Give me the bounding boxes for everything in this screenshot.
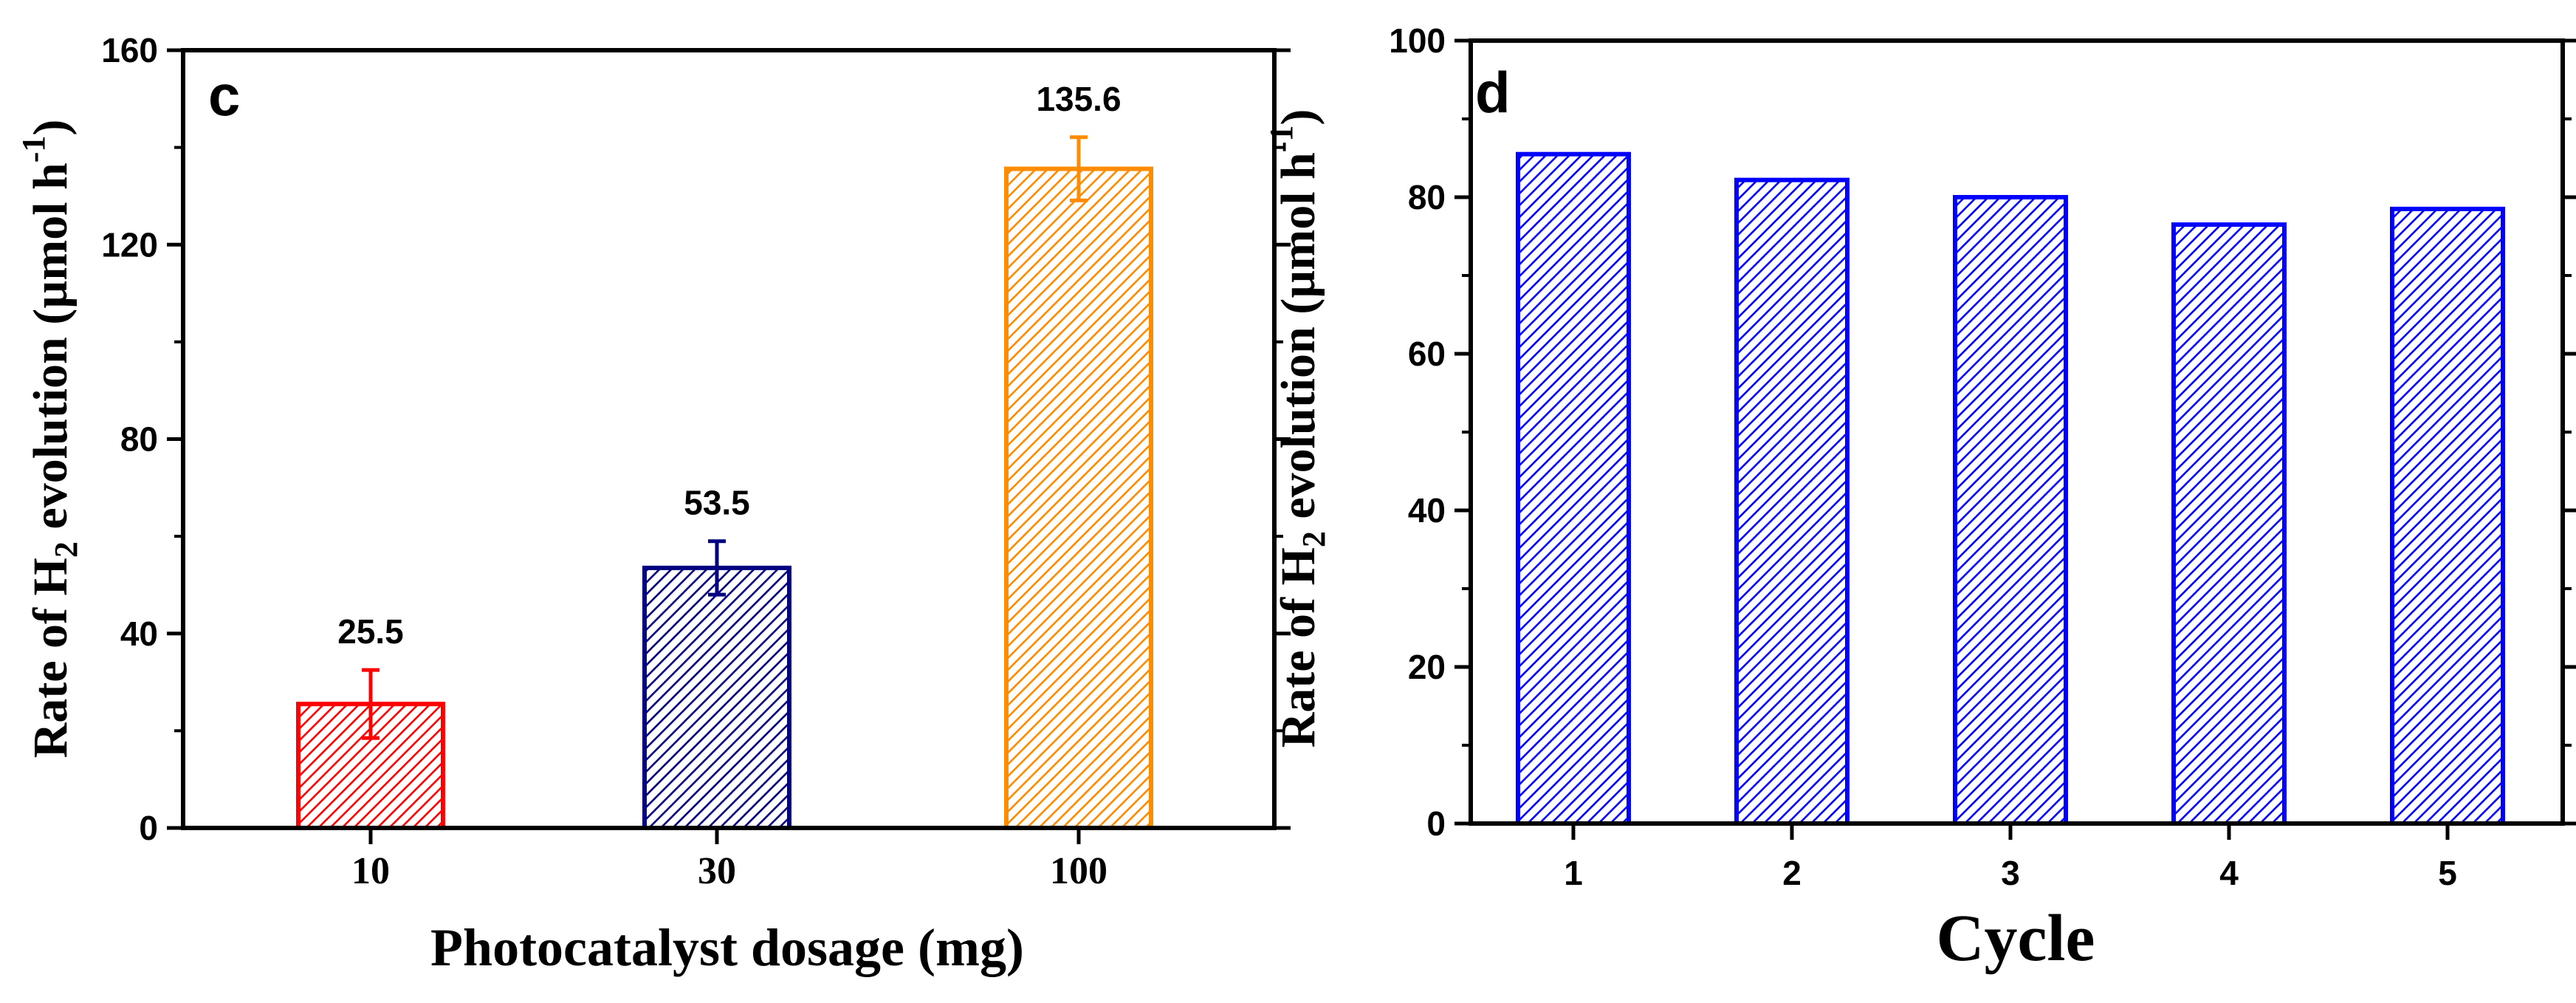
bar-d-3 [1953, 195, 2068, 826]
y-axis-title-d-rest: evolution (µmol h [1271, 152, 1325, 531]
panel-label-c: c [208, 63, 240, 128]
y-tick-label-d-20: 20 [1408, 648, 1446, 686]
error-bar-c-100 [1070, 135, 1088, 202]
y-axis-ticks-d: 0 20 40 60 80 100 [1389, 21, 2576, 843]
x-tick-label-d-4: 4 [2219, 854, 2239, 892]
y-tick-label-c-0: 0 [139, 809, 158, 847]
x-tick-label-c-10: 10 [351, 850, 390, 892]
y-axis-ticks-c: 0 40 80 120 160 [101, 31, 1291, 847]
x-tick-label-d-5: 5 [2438, 854, 2457, 892]
x-tick-label-d-1: 1 [1564, 854, 1583, 892]
error-bar-c-30 [708, 539, 726, 597]
chart-panel-c: 25.5 53.5 135.6 0 40 80 120 160 10 30 100 c Phot… [16, 31, 1291, 977]
x-tick-label-c-30: 30 [698, 850, 736, 892]
x-tick-label-c-100: 100 [1050, 850, 1107, 892]
y-axis-title-c-sub: 2 [48, 541, 84, 558]
y-tick-label-d-100: 100 [1389, 21, 1446, 60]
bar-d-4 [2171, 222, 2287, 826]
y-tick-label-c-40: 40 [120, 615, 158, 653]
data-label-c-100: 135.6 [1036, 80, 1121, 118]
panel-label-d: d [1475, 60, 1511, 125]
bar-c-30 [642, 565, 791, 830]
error-bar-c-10 [362, 668, 379, 740]
x-axis-ticks-c: 10 30 100 [351, 828, 1107, 892]
data-label-c-30: 53.5 [684, 484, 750, 522]
bar-series-d [1516, 151, 2505, 826]
y-tick-label-c-120: 120 [101, 225, 158, 264]
bar-d-5 [2390, 206, 2505, 826]
bar-d-1 [1516, 151, 1631, 826]
y-axis-title-c-rest: evolution (µmol h [24, 162, 78, 541]
y-tick-label-d-80: 80 [1408, 178, 1446, 216]
y-tick-label-d-60: 60 [1408, 335, 1446, 373]
data-label-c-10: 25.5 [337, 612, 404, 651]
x-tick-label-d-3: 3 [2001, 854, 2020, 892]
y-tick-label-c-80: 80 [120, 420, 158, 459]
y-axis-title-d: Rate of H2 evolution (µmol h-1) [1263, 109, 1332, 748]
y-axis-title-d-main: Rate of H [1271, 547, 1325, 747]
y-axis-title-d-close: ) [1271, 109, 1325, 126]
bar-d-2 [1734, 177, 1849, 826]
y-tick-label-c-160: 160 [101, 31, 158, 69]
y-axis-title-c-main: Rate of H [24, 558, 78, 758]
y-tick-label-d-40: 40 [1408, 491, 1446, 530]
y-tick-label-d-0: 0 [1426, 804, 1446, 843]
y-axis-title-c-sup: -1 [16, 136, 52, 163]
y-axis-title-c-close: ) [24, 120, 78, 136]
y-axis-title-d-sub: 2 [1296, 531, 1332, 547]
error-bars-c [362, 135, 1088, 740]
x-axis-title-c: Photocatalyst dosage (mg) [430, 918, 1024, 977]
y-axis-title-c: Rate of H2 evolution (µmol h-1) [16, 120, 84, 759]
data-labels-c: 25.5 53.5 135.6 [337, 80, 1121, 651]
x-tick-label-d-2: 2 [1782, 854, 1802, 892]
bar-c-100 [1004, 166, 1153, 830]
x-axis-title-d: Cycle [1937, 902, 2095, 975]
x-axis-ticks-d: 1 2 3 4 5 [1564, 824, 2457, 892]
y-axis-title-d-sup: -1 [1263, 126, 1299, 153]
